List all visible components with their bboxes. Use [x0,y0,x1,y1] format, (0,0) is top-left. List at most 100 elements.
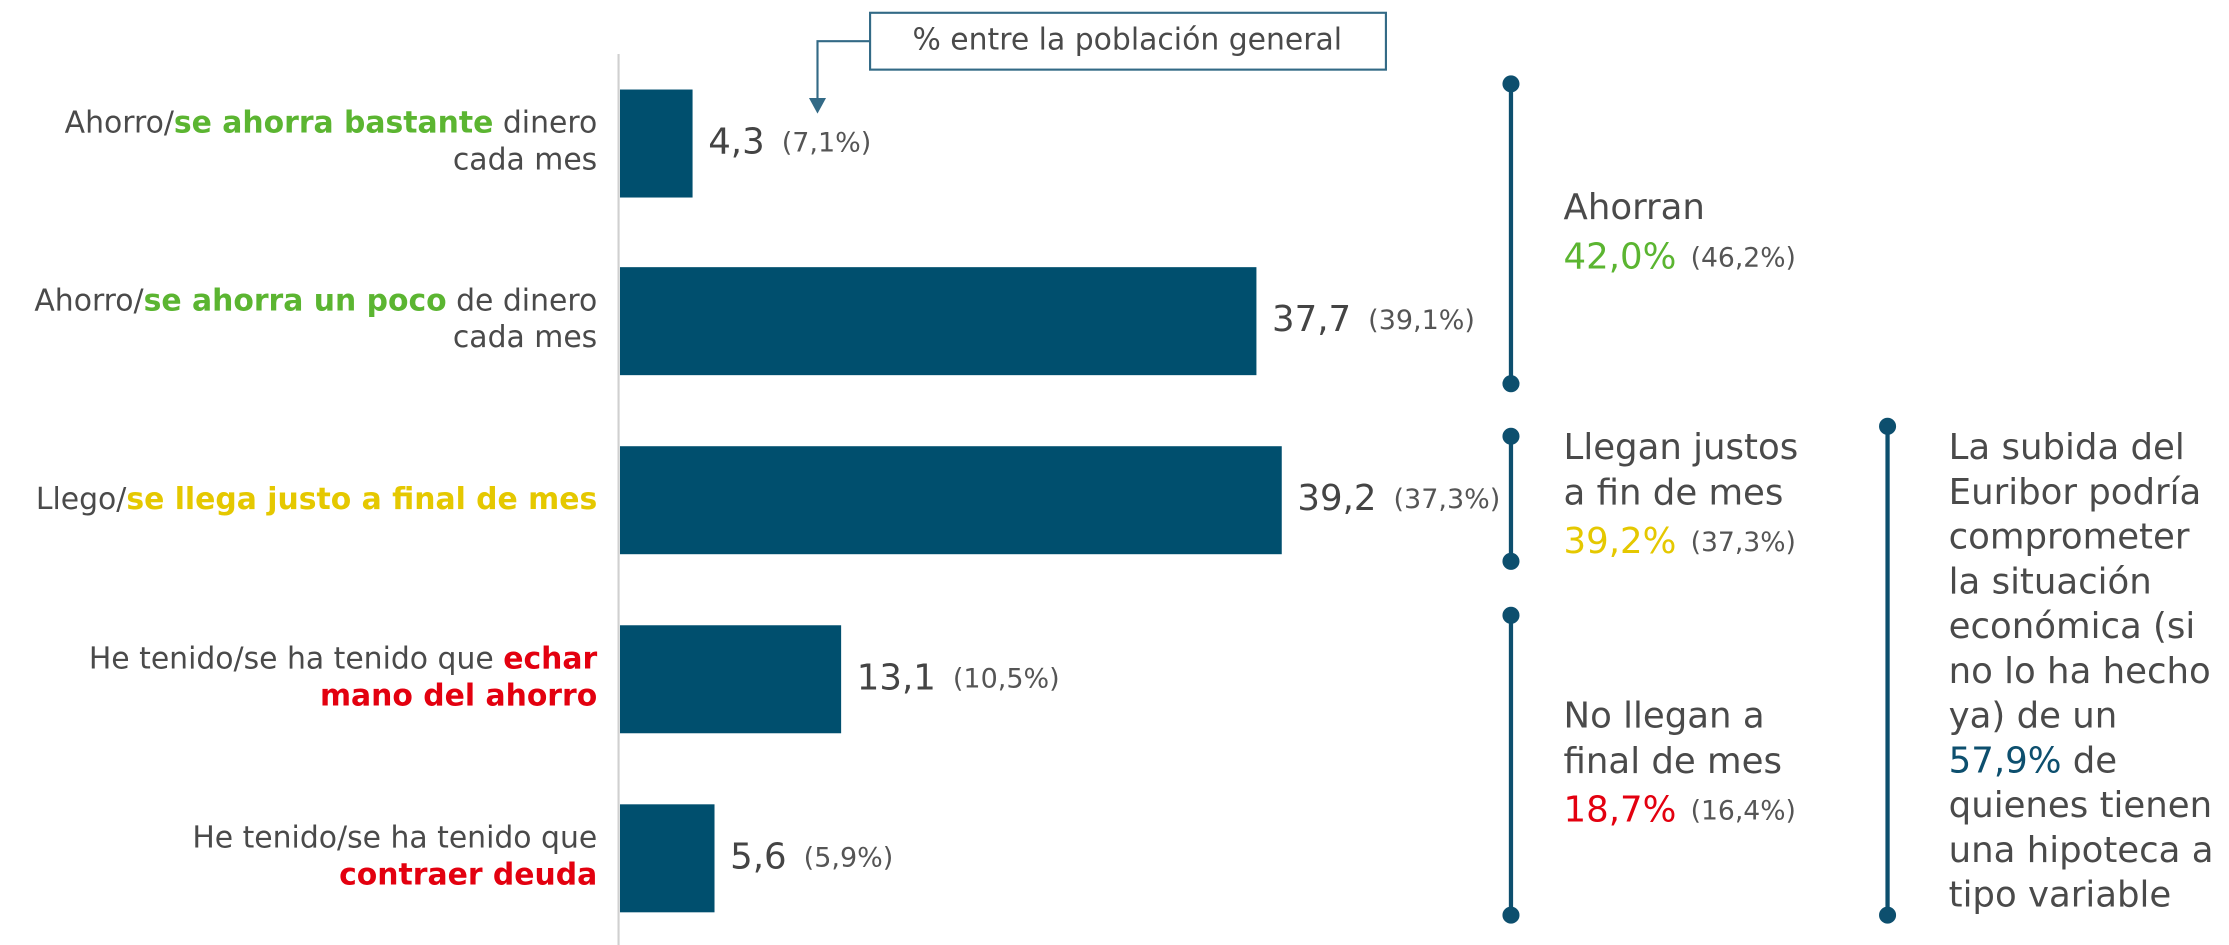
bar [619,625,842,734]
category-label-part: contraer deuda [339,857,597,892]
general-text: (7,1%) [782,127,872,158]
value-text: 13,1 [857,657,936,698]
group-label: a fin de mes [1564,473,1784,514]
general-text: (39,1%) [1368,305,1475,336]
group-label: comprometer [1949,517,2190,558]
group-label-part: comprometer [1949,517,2190,558]
group-label: no lo ha hecho [1949,651,2211,692]
group-label-part: ya) de un [1949,696,2118,737]
group-label: tipo variable [1949,875,2172,916]
category-label: Llego/se llega justo a final de mes [36,482,597,517]
brackets [1502,75,1897,924]
value-text: 37,7 [1272,299,1351,340]
category-label-part: se llega justo a final de mes [126,482,597,517]
group-label-part: (37,3%) [1691,526,1796,557]
category-label-part: dinero [493,105,597,140]
general-text: (5,9%) [804,842,894,873]
category-label-part: se ahorra bastante [174,105,494,140]
group-label-part: la situación [1949,561,2152,602]
group-label-part: (16,4%) [1691,795,1796,826]
group-label: 42,0% (46,2%) [1564,237,1796,278]
group-label-part: La subida del [1949,427,2185,468]
group-label-part: no lo ha hecho [1949,651,2211,692]
group-label: la situación [1949,561,2152,602]
category-label-part: echar [503,641,597,676]
group-label: Euribor podría [1949,472,2202,513]
group-label-part: Ahorran [1564,187,1705,228]
group-label-part: No llegan a [1564,696,1765,737]
category-label-part: cada mes [453,320,597,355]
category-label: He tenido/se ha tenido que echar [89,641,598,676]
group-label: Ahorran [1564,187,1705,228]
group-label-part: económica (si [1949,606,2196,647]
group-label: No llegan a [1564,696,1765,737]
value-label: 37,7 (39,1%) [1272,299,1475,340]
bracket-dot [1879,906,1897,924]
group-label-part: a fin de mes [1564,473,1784,514]
group-label-part: final de mes [1564,741,1782,782]
value-label: 39,2 (37,3%) [1297,478,1500,519]
group-label: ya) de un [1949,696,2118,737]
bracket-dot [1502,906,1520,924]
callout-arrow [816,40,871,100]
category-label-part: Ahorro/ [34,283,144,318]
group-label: una hipoteca a [1949,830,2214,871]
group-label: económica (si [1949,606,2196,647]
group-label: 18,7% (16,4%) [1564,789,1796,830]
group-label: La subida del [1949,427,2185,468]
bar [619,89,693,198]
category-label: cada mes [453,320,597,355]
bracket-dot [1502,375,1520,393]
bracket-dot [1879,417,1897,435]
group-label-part: (46,2%) [1691,242,1796,273]
group-label-part: Llegan justos [1564,427,1799,468]
group-label-part: 39,2% [1564,521,1677,562]
value-text: 5,6 [730,836,786,877]
category-label-part: mano del ahorro [320,678,597,713]
category-label-part: Ahorro/ [65,105,175,140]
callout-arrowhead [808,98,827,114]
general-text: (37,3%) [1394,484,1501,515]
group-label-part: 42,0% [1564,237,1677,278]
general-text: (10,5%) [953,663,1060,694]
category-label: He tenido/se ha tenido que [192,820,597,855]
bracket-dot [1502,427,1520,445]
group-label-part: tipo variable [1949,875,2172,916]
group-label-part: una hipoteca a [1949,830,2214,871]
group-label-part: 57,9% [1949,740,2062,781]
group-label-part: de [2061,740,2117,781]
category-label: cada mes [453,142,597,177]
category-label: Ahorro/se ahorra bastante dinero [65,105,598,140]
callout-box [869,11,1387,71]
category-label-part: se ahorra un poco [144,283,447,318]
value-text: 4,3 [708,122,764,163]
category-label: Ahorro/se ahorra un poco de dinero [34,283,597,318]
bar [619,267,1257,376]
category-label-part: de dinero [447,283,598,318]
group-label-part: quienes tienen [1949,785,2212,826]
group-label: 39,2% (37,3%) [1564,521,1796,562]
value-text: 39,2 [1297,478,1376,519]
group-label: quienes tienen [1949,785,2212,826]
value-label: 13,1 (10,5%) [857,657,1060,698]
bar [619,804,715,913]
category-label: contraer deuda [339,857,597,892]
group-label-part: Euribor podría [1949,472,2202,513]
category-label-part: Llego/ [36,482,127,517]
bracket-dot [1502,552,1520,570]
value-label: 4,3 (7,1%) [708,122,871,163]
bracket-dot [1502,606,1520,624]
group-label-part: 18,7% [1564,789,1677,830]
group-label: 57,9% de [1949,740,2118,781]
value-label: 5,6 (5,9%) [730,836,893,877]
bar [619,446,1282,555]
category-label-part: He tenido/se ha tenido que [89,641,503,676]
bracket-dot [1502,75,1520,93]
group-label: Llegan justos [1564,427,1799,468]
category-label-part: cada mes [453,142,597,177]
category-label: mano del ahorro [320,678,597,713]
callout-text: % entre la población general [912,23,1342,58]
category-label-part: He tenido/se ha tenido que [192,820,597,855]
group-label: final de mes [1564,741,1782,782]
